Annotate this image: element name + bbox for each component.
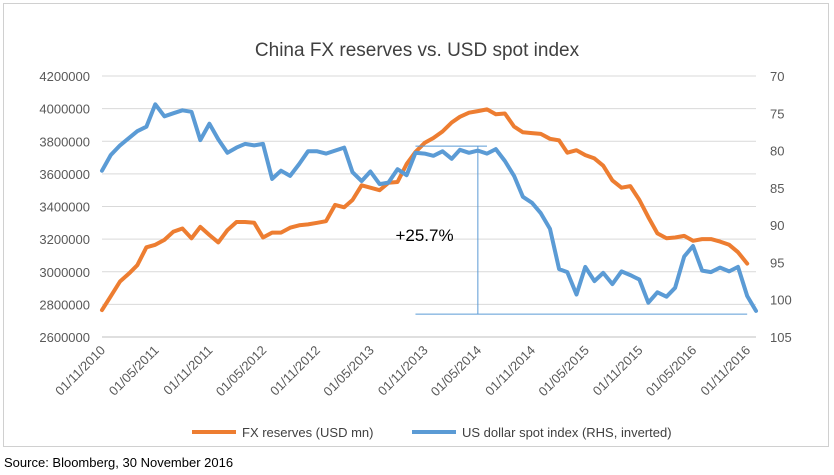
left-tick-label: 4200000 [39, 69, 90, 84]
legend-label-usd: US dollar spot index (RHS, inverted) [462, 425, 672, 440]
series-layer [100, 102, 758, 313]
x-tick-label: 01/11/2011 [160, 343, 215, 398]
legend: FX reserves (USD mn) US dollar spot index… [192, 425, 672, 440]
left-tick-label: 2600000 [39, 330, 90, 345]
chart-frame: China FX reserves vs. USD spot index 260… [3, 3, 829, 447]
legend-label-fx: FX reserves (USD mn) [242, 425, 373, 440]
x-tick-label: 01/05/2013 [320, 343, 377, 400]
x-tick-label: 01/11/2015 [590, 343, 646, 399]
left-tick-label: 3200000 [39, 232, 90, 247]
annotation-label: +25.7% [395, 226, 453, 245]
x-tick-label: 01/05/2011 [106, 343, 162, 399]
left-tick-label: 3000000 [39, 265, 90, 280]
right-tick-label: 105 [770, 330, 792, 345]
annotation-layer: +25.7% [395, 145, 748, 315]
x-tick-label: 01/05/2012 [213, 343, 270, 400]
right-tick-label: 90 [770, 218, 784, 233]
x-tick-label: 01/05/2014 [428, 343, 485, 400]
x-tick-label: 01/11/2010 [52, 343, 108, 399]
x-tick-label: 01/11/2014 [482, 343, 538, 399]
left-tick-label: 3800000 [39, 134, 90, 149]
x-tick-label: 01/11/2012 [267, 343, 323, 399]
right-tick-label: 70 [770, 69, 784, 84]
chart-title: China FX reserves vs. USD spot index [255, 40, 580, 61]
source-note: Source: Bloomberg, 30 November 2016 [4, 455, 234, 470]
right-tick-label: 85 [770, 181, 784, 196]
left-tick-label: 3600000 [39, 167, 90, 182]
left-tick-label: 4000000 [39, 102, 90, 117]
x-axis-ticks: 01/11/201001/05/201101/11/201101/05/2012… [52, 343, 753, 400]
x-tick-label: 01/11/2013 [375, 343, 431, 399]
right-tick-label: 95 [770, 255, 784, 270]
right-axis-ticks: 70 75 80 85 90 95 100 105 [770, 69, 792, 345]
right-tick-label: 100 [770, 293, 792, 308]
left-tick-label: 3400000 [39, 200, 90, 215]
x-tick-label: 01/05/2015 [535, 343, 592, 400]
left-tick-label: 2800000 [39, 297, 90, 312]
right-tick-label: 80 [770, 144, 784, 159]
gridlines [102, 75, 756, 338]
x-tick-label: 01/05/2016 [643, 343, 700, 400]
left-axis-ticks: 2600000 2800000 3000000 3200000 3400000 36000… [39, 69, 90, 345]
fx-reserves-line [100, 107, 750, 313]
usd-index-line [100, 102, 758, 313]
x-tick-label: 01/11/2016 [697, 343, 753, 399]
right-tick-label: 75 [770, 106, 784, 121]
chart: China FX reserves vs. USD spot index 260… [39, 40, 792, 440]
